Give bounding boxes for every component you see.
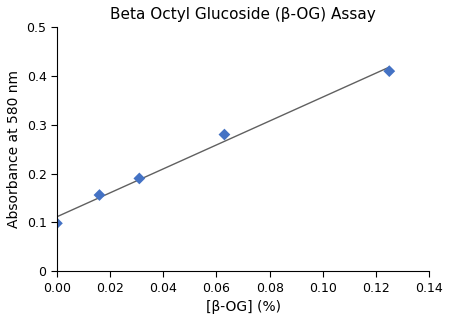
Point	[221, 132, 228, 137]
X-axis label: [β-OG] (%): [β-OG] (%)	[206, 300, 280, 314]
Point	[96, 193, 103, 198]
Title: Beta Octyl Glucoside (β-OG) Assay: Beta Octyl Glucoside (β-OG) Assay	[110, 7, 376, 22]
Point	[136, 176, 143, 181]
Y-axis label: Absorbance at 580 nm: Absorbance at 580 nm	[7, 70, 21, 228]
Point	[53, 221, 60, 226]
Point	[386, 69, 393, 74]
